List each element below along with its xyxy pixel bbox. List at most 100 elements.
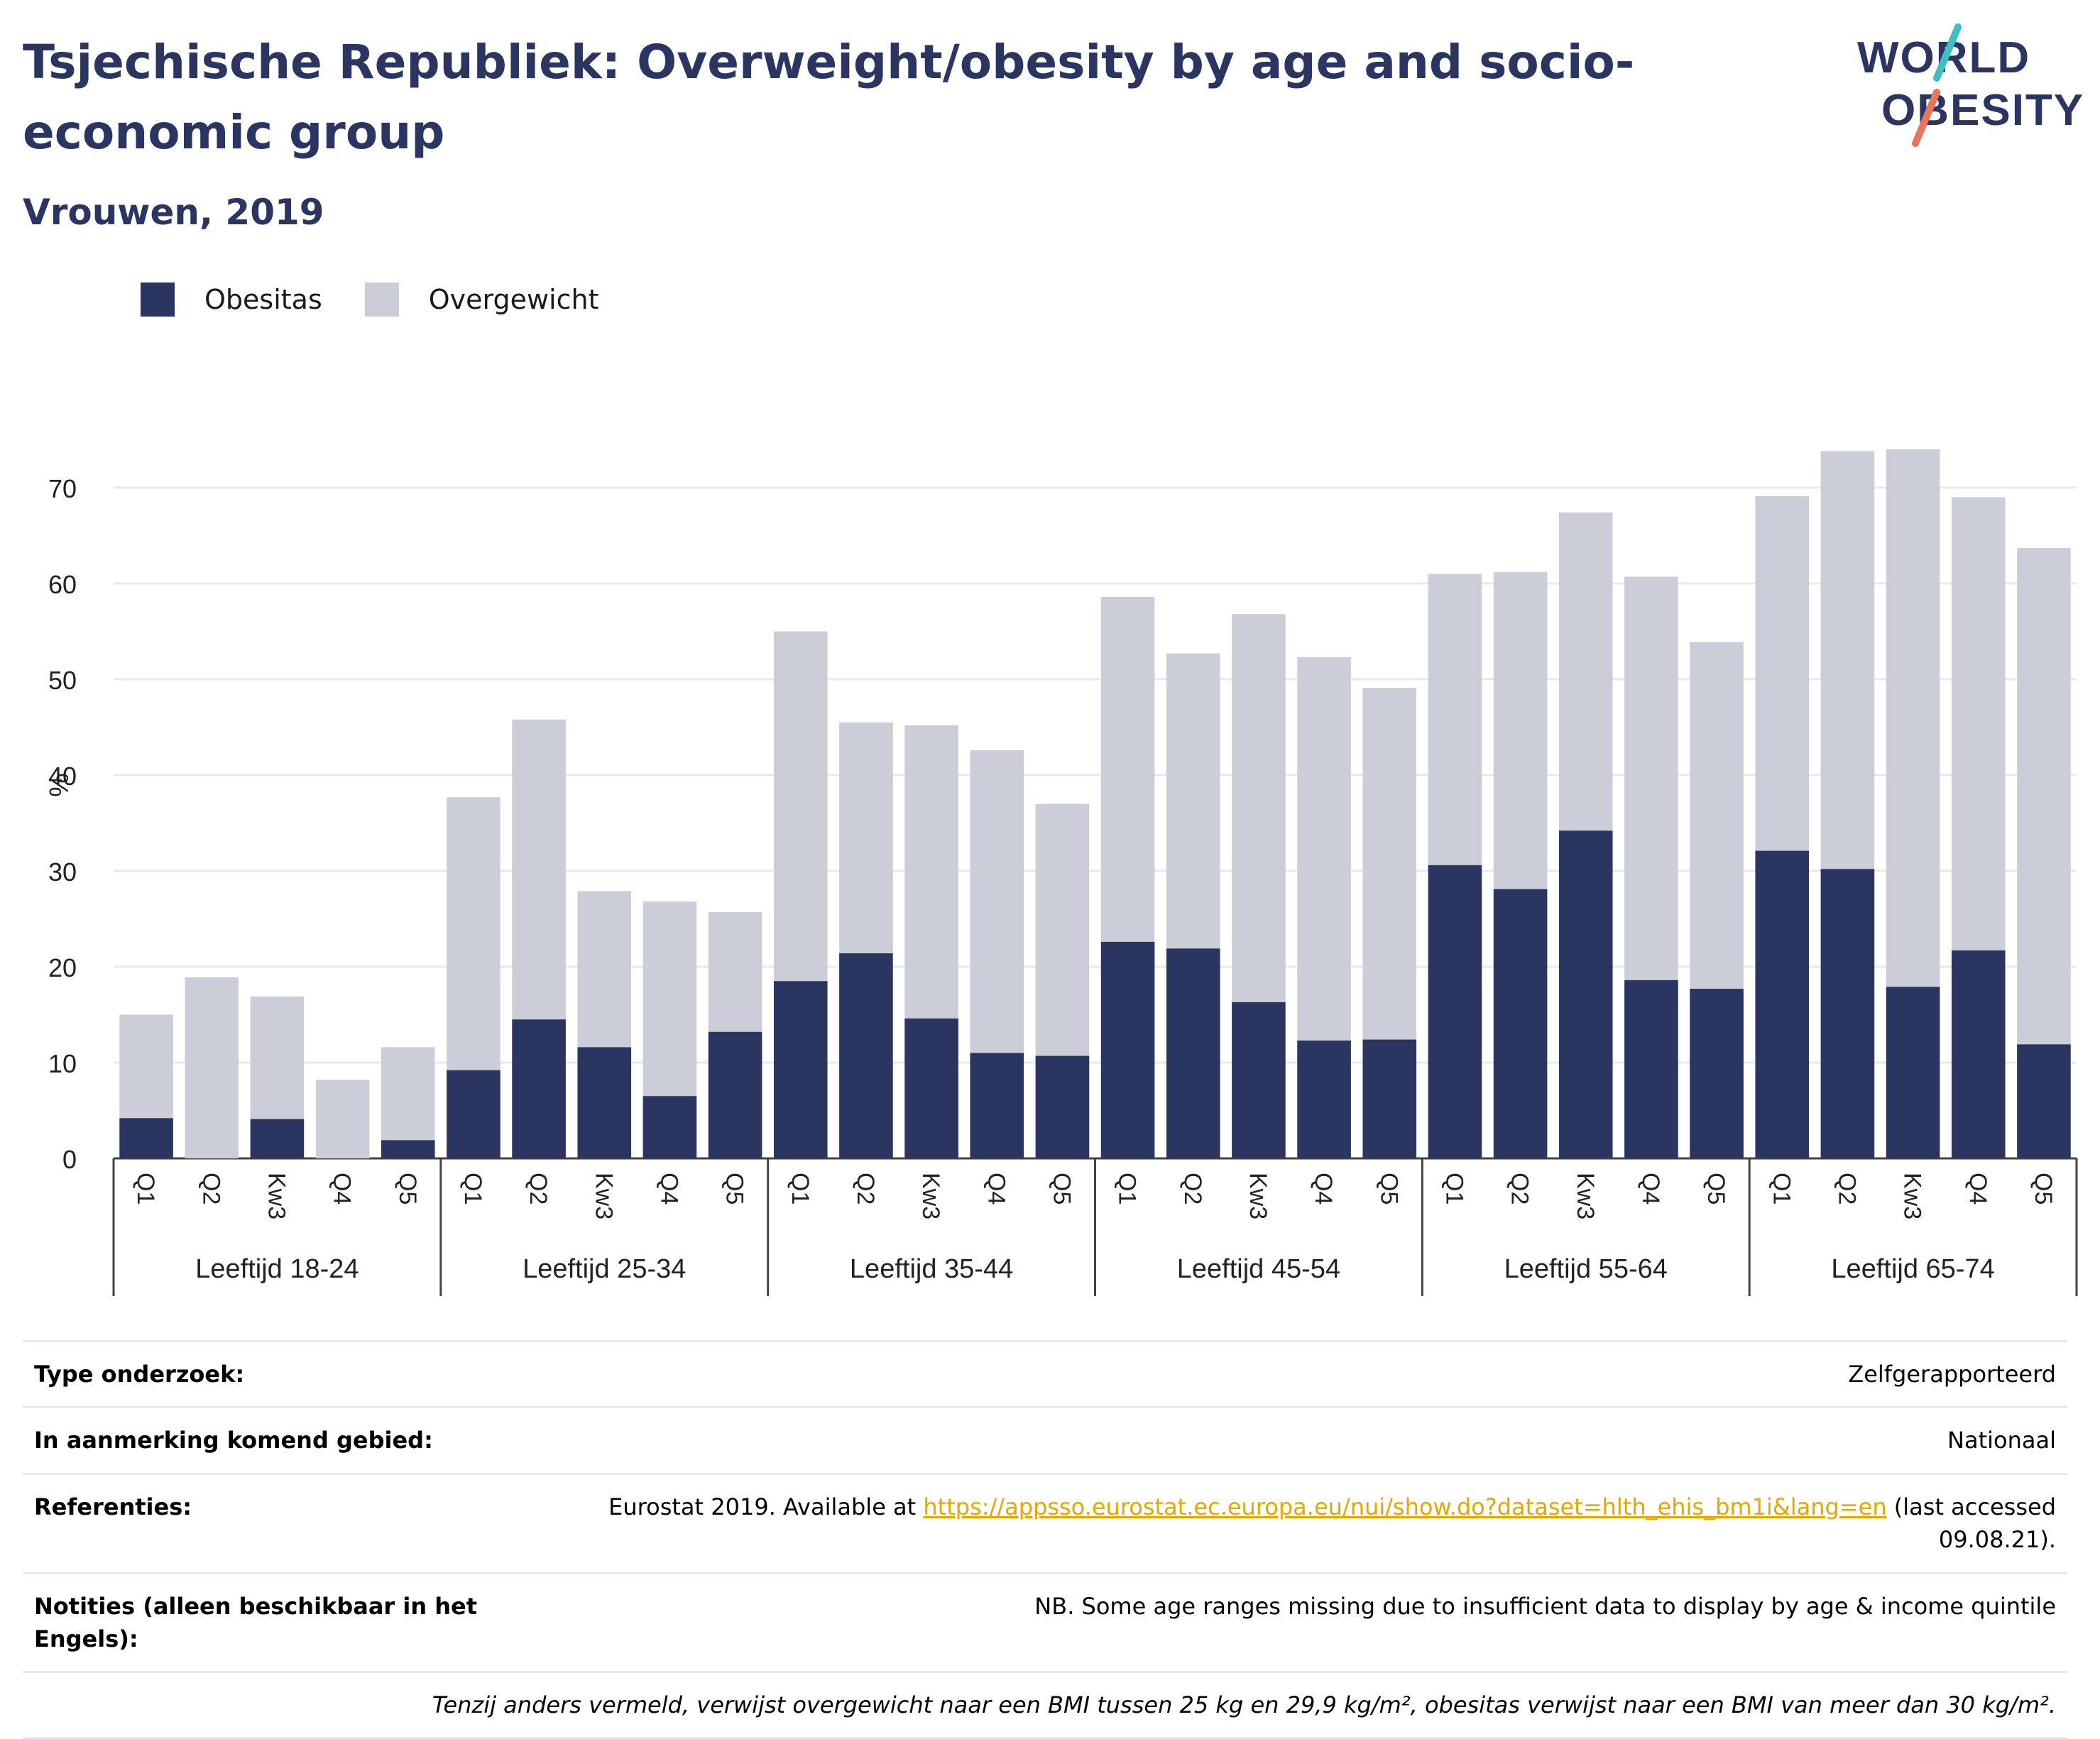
info-label: In aanmerking komend gebied:: [34, 1427, 433, 1454]
bar-obesitas: [1166, 948, 1220, 1158]
x-tick-label: Q4: [1310, 1173, 1337, 1205]
bar-obesitas: [1886, 987, 1940, 1158]
group-label: Leeftijd 65-74: [1831, 1254, 1994, 1284]
info-row-type: Type onderzoek: Zelfgerapporteerd: [23, 1340, 2067, 1406]
x-tick-label: Q2: [1833, 1173, 1860, 1205]
logo-line-2: OBESITY: [1881, 86, 2084, 135]
x-tick-label: Q5: [2030, 1173, 2057, 1205]
x-tick-label: Kw3: [917, 1173, 944, 1219]
x-tick-label: Q1: [459, 1173, 486, 1205]
x-tick-label: Q4: [1637, 1173, 1664, 1205]
bar-obesitas: [1690, 989, 1744, 1158]
bar-obesitas: [1493, 889, 1548, 1158]
bar-obesitas: [642, 1096, 697, 1158]
bar-obesitas: [1232, 1002, 1286, 1158]
info-table: Type onderzoek: Zelfgerapporteerd In aan…: [23, 1340, 2067, 1739]
reference-text: Eurostat 2019. Available at: [608, 1493, 924, 1520]
x-tick-label: Q1: [1768, 1173, 1795, 1205]
bar-obesitas: [119, 1118, 173, 1158]
x-tick-label: Q5: [721, 1173, 748, 1205]
x-tick-label: Q5: [1702, 1173, 1729, 1205]
y-tick-label: 10: [48, 1049, 77, 1078]
bar-obesitas: [2017, 1044, 2071, 1158]
y-tick-label: 30: [48, 857, 77, 887]
bar-obesitas: [970, 1053, 1024, 1158]
chart-subtitle: Vrouwen, 2019: [23, 192, 324, 233]
y-tick-label: 0: [62, 1145, 77, 1174]
x-tick-label: Q2: [525, 1173, 552, 1205]
x-tick-label: Q2: [1179, 1173, 1206, 1205]
legend-swatch-overgewicht: [364, 282, 399, 317]
x-tick-label: Q1: [1114, 1173, 1141, 1205]
stacked-bar-chart: 0 10 20 30 40 50 60 70% Q1 Q2 Kw3 Q4 Q5 Leeftijd 18-2…: [43, 449, 2078, 1296]
x-tick-label: Kw3: [590, 1173, 617, 1219]
group-label: Leeftijd 35-44: [850, 1254, 1013, 1284]
x-tick-label: Q5: [1375, 1173, 1402, 1205]
legend-item-overgewicht[interactable]: Overgewicht: [364, 282, 599, 317]
bar-obesitas: [577, 1047, 632, 1158]
bar-obesitas: [447, 1070, 501, 1158]
x-tick-label: Q4: [329, 1173, 356, 1205]
reference-link[interactable]: https://appsso.eurostat.ec.europa.eu/nui…: [923, 1493, 1887, 1520]
bar-obesitas: [1297, 1040, 1351, 1158]
x-tick-label: Kw3: [1245, 1173, 1272, 1219]
bar-overgewicht: [381, 1047, 435, 1158]
footnote: Tenzij anders vermeld, verwijst overgewi…: [23, 1671, 2067, 1739]
bar-obesitas: [1100, 941, 1155, 1158]
bar-obesitas: [1624, 980, 1678, 1158]
info-value: NB. Some age ranges missing due to insuf…: [1034, 1592, 2056, 1620]
y-tick-label: 50: [48, 666, 77, 695]
info-label: Referenties:: [34, 1493, 192, 1520]
x-tick-label: Q1: [787, 1173, 814, 1205]
bar-obesitas: [512, 1019, 566, 1158]
x-tick-label: Q1: [1440, 1173, 1467, 1205]
group-label: Leeftijd 18-24: [195, 1254, 359, 1284]
logo-slash-coral: [1912, 89, 1940, 147]
bar-overgewicht: [185, 977, 239, 1158]
info-value: Eurostat 2019. Available at https://apps…: [488, 1491, 2056, 1557]
bar-obesitas: [1362, 1039, 1417, 1158]
logo-slash-teal: [1933, 23, 1962, 82]
y-tick-label: 40: [48, 762, 77, 791]
group-label: Leeftijd 45-54: [1177, 1254, 1340, 1284]
group-label: Leeftijd 55-64: [1504, 1254, 1668, 1284]
info-value: Nationaal: [1947, 1427, 2056, 1454]
x-tick-label: Kw3: [263, 1173, 290, 1219]
chart-title: Tsjechische Republiek: Overweight/obesit…: [23, 35, 1635, 160]
x-tick-label: Q5: [394, 1173, 421, 1205]
bar-obesitas: [708, 1031, 762, 1158]
legend-swatch-obesitas: [141, 282, 175, 317]
x-tick-label: Q2: [197, 1173, 224, 1205]
info-label: Notities (alleen beschikbaar in het Enge…: [34, 1592, 478, 1652]
legend-item-obesitas[interactable]: Obesitas: [141, 282, 322, 317]
info-row-area: In aanmerking komend gebied: Nationaal: [23, 1406, 2067, 1472]
x-tick-label: Kw3: [1572, 1173, 1599, 1219]
x-tick-label: Q2: [1506, 1173, 1533, 1205]
y-tick-label: 20: [48, 953, 77, 982]
info-row-notes: Notities (alleen beschikbaar in het Enge…: [23, 1571, 2067, 1672]
bar-obesitas: [773, 981, 828, 1158]
bar-obesitas: [1558, 830, 1613, 1158]
x-tick-label: Kw3: [1899, 1173, 1926, 1219]
bar-overgewicht: [315, 1080, 370, 1158]
bar-obesitas: [1951, 950, 2006, 1158]
x-tick-label: Q1: [132, 1173, 159, 1205]
x-tick-label: Q5: [1048, 1173, 1075, 1205]
bar-obesitas: [1035, 1055, 1090, 1158]
world-obesity-logo: WORLD OBESITY: [1857, 23, 2084, 147]
legend-label-obesitas: Obesitas: [204, 284, 322, 315]
info-label: Type onderzoek:: [34, 1361, 245, 1388]
legend-label-overgewicht: Overgewicht: [428, 284, 599, 315]
x-tick-label: Q4: [1964, 1173, 1991, 1205]
y-tick-label: 60: [48, 570, 77, 599]
bar-obesitas: [839, 953, 893, 1158]
bar-obesitas: [1755, 850, 1810, 1158]
bar-obesitas: [1428, 865, 1482, 1158]
bar-obesitas: [250, 1119, 305, 1158]
group-label: Leeftijd 25-34: [523, 1254, 686, 1284]
y-tick-label: 70: [48, 474, 77, 503]
info-value: Zelfgerapporteerd: [1848, 1361, 2056, 1388]
chart-legend: Obesitas Overgewicht: [141, 282, 642, 317]
bar-obesitas: [381, 1140, 435, 1158]
reference-suffix: (last accessed 09.08.21).: [1886, 1493, 2056, 1554]
